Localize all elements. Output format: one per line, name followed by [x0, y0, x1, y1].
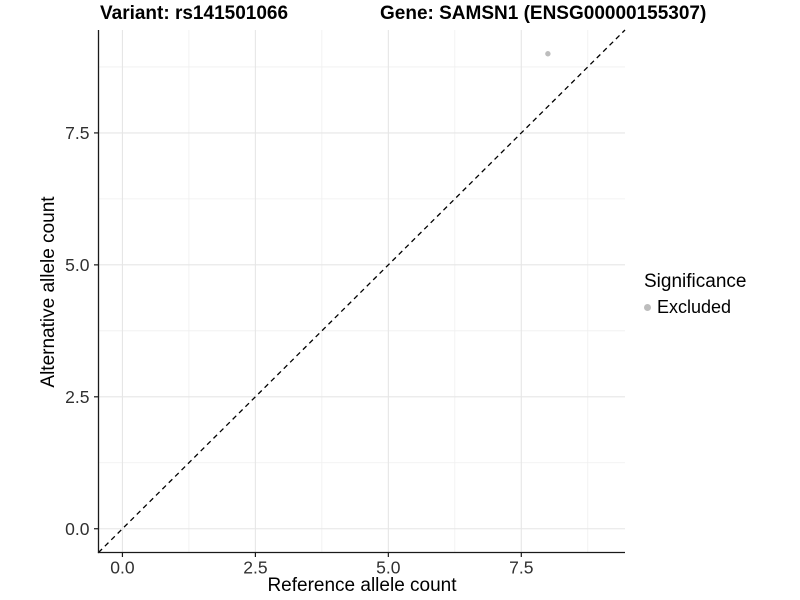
- x-tick-label: 0.0: [110, 558, 135, 578]
- legend-item-excluded: Excluded: [644, 296, 746, 318]
- y-tick-label: 0.0: [65, 519, 90, 539]
- identity-dashed-line: [98, 29, 626, 553]
- x-tick-label: 7.5: [509, 558, 533, 578]
- gene-title: Gene: SAMSN1 (ENSG00000155307): [380, 3, 707, 24]
- x-tick-label: 2.5: [243, 558, 267, 578]
- y-axis-label: Alternative allele count: [38, 196, 59, 388]
- y-tick-label: 5.0: [65, 255, 90, 275]
- y-tick-label: 7.5: [65, 123, 89, 143]
- x-axis-label: Reference allele count: [267, 575, 457, 596]
- x-tick-label: 5.0: [376, 558, 401, 578]
- legend-item-label: Excluded: [657, 297, 732, 317]
- legend-title: Significance: [644, 271, 747, 292]
- excluded-point-swatch-icon: [644, 303, 651, 311]
- legend: Significance Excluded: [644, 271, 746, 318]
- axes-layer: 0.0 2.5 5.0 7.5 0.0 2.5 5.0 7.5: [65, 30, 625, 578]
- points-layer: [545, 51, 551, 57]
- reference-line-layer: [98, 29, 626, 553]
- data-point: [545, 51, 551, 57]
- y-tick-label: 2.5: [65, 387, 89, 407]
- grid-layer: [98, 30, 625, 553]
- variant-title: Variant: rs141501066: [100, 3, 289, 24]
